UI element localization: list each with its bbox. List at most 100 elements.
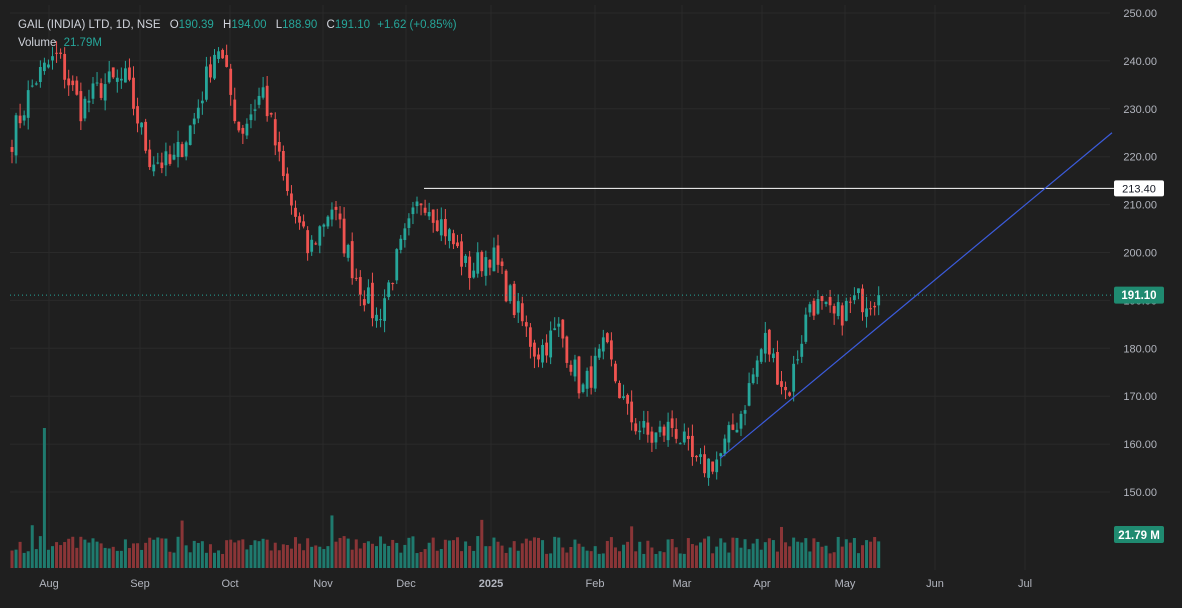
volume-bar (719, 538, 723, 568)
volume-bar (707, 536, 711, 568)
candle-body (500, 261, 504, 266)
candle-body (792, 363, 796, 392)
candle-body (589, 366, 593, 388)
price-tick-label: 230.00 (1123, 104, 1157, 116)
volume-bar (682, 553, 686, 568)
candle-body (504, 270, 508, 302)
volume-bar (832, 552, 836, 568)
candle-body (605, 333, 609, 343)
volume-bar (103, 547, 107, 568)
volume-bar (824, 545, 828, 568)
volume-bar (379, 536, 383, 568)
volume-bar (38, 536, 42, 568)
volume-bar (816, 541, 820, 568)
volume-bar (249, 545, 253, 568)
candle-body (290, 193, 293, 206)
symbol-title[interactable]: GAIL (INDIA) LTD, 1D, NSE (18, 19, 161, 31)
volume-bar (42, 428, 46, 568)
volume-bar (370, 543, 374, 568)
volume-bar (310, 546, 314, 568)
candle-body (38, 66, 42, 82)
volume-bar (221, 553, 225, 568)
volume-bar (524, 538, 528, 568)
price-tick-label: 170.00 (1123, 391, 1157, 403)
candle-body (626, 395, 629, 404)
volume-bar (350, 549, 354, 568)
candle-body (824, 301, 828, 305)
candle-body (853, 295, 856, 301)
volume-bar (123, 539, 127, 568)
volume-bar (735, 537, 739, 568)
candle-body (682, 431, 686, 443)
candle-body (492, 247, 496, 272)
volume-bar (460, 551, 464, 568)
candle-body (865, 308, 868, 317)
volume-bar (55, 542, 59, 568)
candle-body (176, 141, 180, 158)
volume-bar (771, 540, 775, 568)
volume-bar (192, 540, 196, 568)
volume-bar (711, 553, 715, 568)
candle-body (241, 127, 245, 134)
volume-bar (245, 549, 249, 568)
change-value: +1.62 (+0.85%) (377, 19, 457, 31)
volume-bar (557, 537, 561, 568)
trendline[interactable] (719, 132, 1113, 459)
volume-bar (593, 546, 597, 568)
volume-bar (541, 540, 545, 568)
candle-body (75, 80, 79, 95)
candle-body (419, 203, 423, 206)
volume-bar (443, 539, 447, 568)
candle-body (205, 66, 208, 100)
high-label: H (223, 19, 232, 31)
candle-body (816, 299, 820, 314)
candle-body (861, 288, 864, 313)
candle-body (767, 329, 771, 355)
candle-body (128, 67, 131, 80)
volume-bar (107, 548, 111, 568)
candle-body (43, 62, 46, 72)
candle-body (427, 211, 431, 217)
candle-body (261, 87, 265, 98)
volume-bar (516, 550, 520, 568)
candle-body (103, 84, 107, 101)
volume-bar (71, 536, 75, 568)
volume-bar (30, 525, 34, 568)
candle-body (448, 229, 451, 241)
volume-bar (873, 537, 877, 568)
volume-bar (217, 550, 221, 568)
candle-body (354, 277, 358, 279)
chart-grid (10, 5, 1110, 570)
candle-body (658, 426, 662, 433)
candle-body (225, 55, 229, 67)
volume-bar (160, 538, 164, 568)
candle-body (832, 306, 836, 314)
volume-label[interactable]: Volume (18, 37, 57, 49)
volume-bar (613, 547, 617, 568)
volume-bar (852, 537, 856, 568)
volume-bar (792, 537, 796, 568)
candle-body (812, 300, 816, 316)
candle-body (808, 304, 812, 313)
candle-body (294, 207, 297, 217)
candle-body (221, 49, 224, 59)
candle-body (156, 162, 160, 164)
volume-bar (136, 543, 140, 568)
volume-bar (751, 543, 755, 568)
volume-bar (690, 544, 694, 568)
volume-bar (225, 540, 229, 568)
volume-bar (480, 519, 484, 568)
candle-body (581, 384, 585, 393)
candle-body (423, 207, 427, 213)
candle-body (391, 283, 395, 285)
candle-body (569, 364, 573, 372)
volume-bar (666, 539, 670, 568)
candle-body (310, 239, 314, 252)
candle-body (480, 251, 484, 272)
volume-bar (200, 541, 204, 568)
candle-body (136, 106, 139, 124)
candle-body (443, 219, 447, 237)
volume-bar (144, 542, 148, 568)
time-axis[interactable]: Aug Sep Oct Nov Dec 2025 Feb Mar Apr May Jun Jul (39, 578, 1032, 590)
